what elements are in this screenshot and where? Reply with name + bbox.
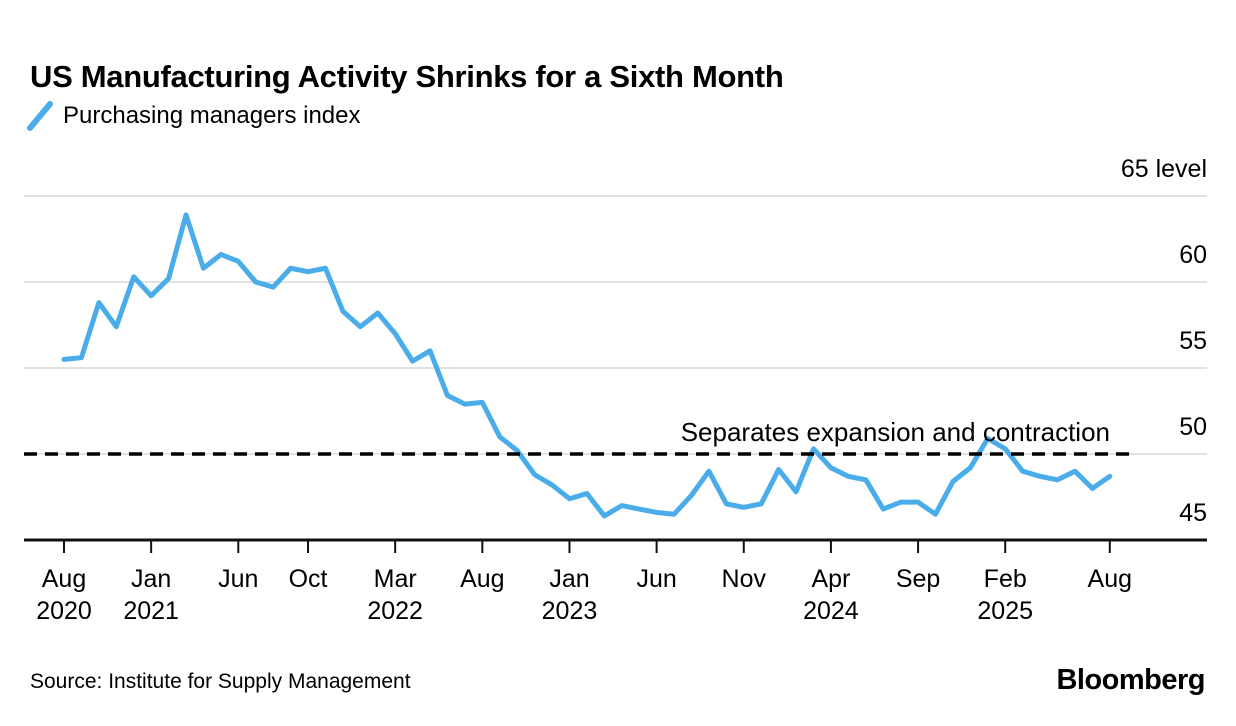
x-tick-year-2024: 2024	[803, 597, 859, 625]
x-tick-label-sep: Sep	[895, 565, 941, 593]
y-tick-label-55: 55	[1179, 327, 1207, 355]
x-tick-label-aug: Aug	[1087, 565, 1133, 593]
x-tick-year-2022: 2022	[367, 597, 423, 625]
y-tick-label-50: 50	[1179, 413, 1207, 441]
bloomberg-logo: Bloomberg	[1056, 664, 1205, 696]
x-tick-label-oct: Oct	[288, 565, 328, 593]
x-tick-label-nov: Nov	[721, 565, 766, 593]
legend-line-swatch-icon	[27, 101, 53, 131]
source-note: Source: Institute for Supply Management	[30, 670, 411, 693]
legend-label: Purchasing managers index	[63, 102, 361, 129]
x-tick-label-aug: Aug	[460, 565, 505, 593]
y-tick-label-60: 60	[1179, 241, 1207, 269]
x-tick-year-2023: 2023	[541, 597, 598, 625]
chart-title: US Manufacturing Activity Shrinks for a …	[30, 58, 784, 94]
legend: Purchasing managers index	[27, 100, 361, 132]
x-tick-label-jan-2021: Jan	[130, 565, 172, 593]
x-tick-label-feb-2025: Feb	[983, 565, 1027, 593]
x-tick-label-aug-2020: Aug	[41, 565, 87, 593]
x-tick-year-2020: 2020	[36, 597, 92, 625]
x-tick-year-2021: 2021	[123, 597, 179, 625]
legend-line-stroke	[27, 101, 53, 131]
x-tick-year-2025: 2025	[977, 597, 1034, 625]
x-tick-label-apr-2024: Apr	[811, 565, 851, 593]
x-tick-label-mar-2022: Mar	[373, 565, 417, 593]
x-tick-label-jun: Jun	[218, 565, 259, 593]
y-tick-label-65: 65 level	[1120, 155, 1207, 183]
x-tick-label-jun: Jun	[636, 565, 677, 593]
threshold-annotation: Separates expansion and contraction	[680, 417, 1110, 447]
pmi-line-series	[61, 212, 1113, 519]
y-tick-label-45: 45	[1179, 499, 1207, 527]
x-tick-label-jan-2023: Jan	[549, 565, 590, 593]
